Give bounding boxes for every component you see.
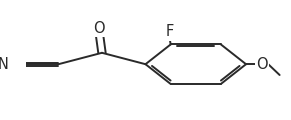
- Text: O: O: [257, 57, 268, 72]
- Text: F: F: [165, 24, 173, 39]
- Text: N: N: [0, 57, 8, 72]
- Text: O: O: [93, 21, 105, 36]
